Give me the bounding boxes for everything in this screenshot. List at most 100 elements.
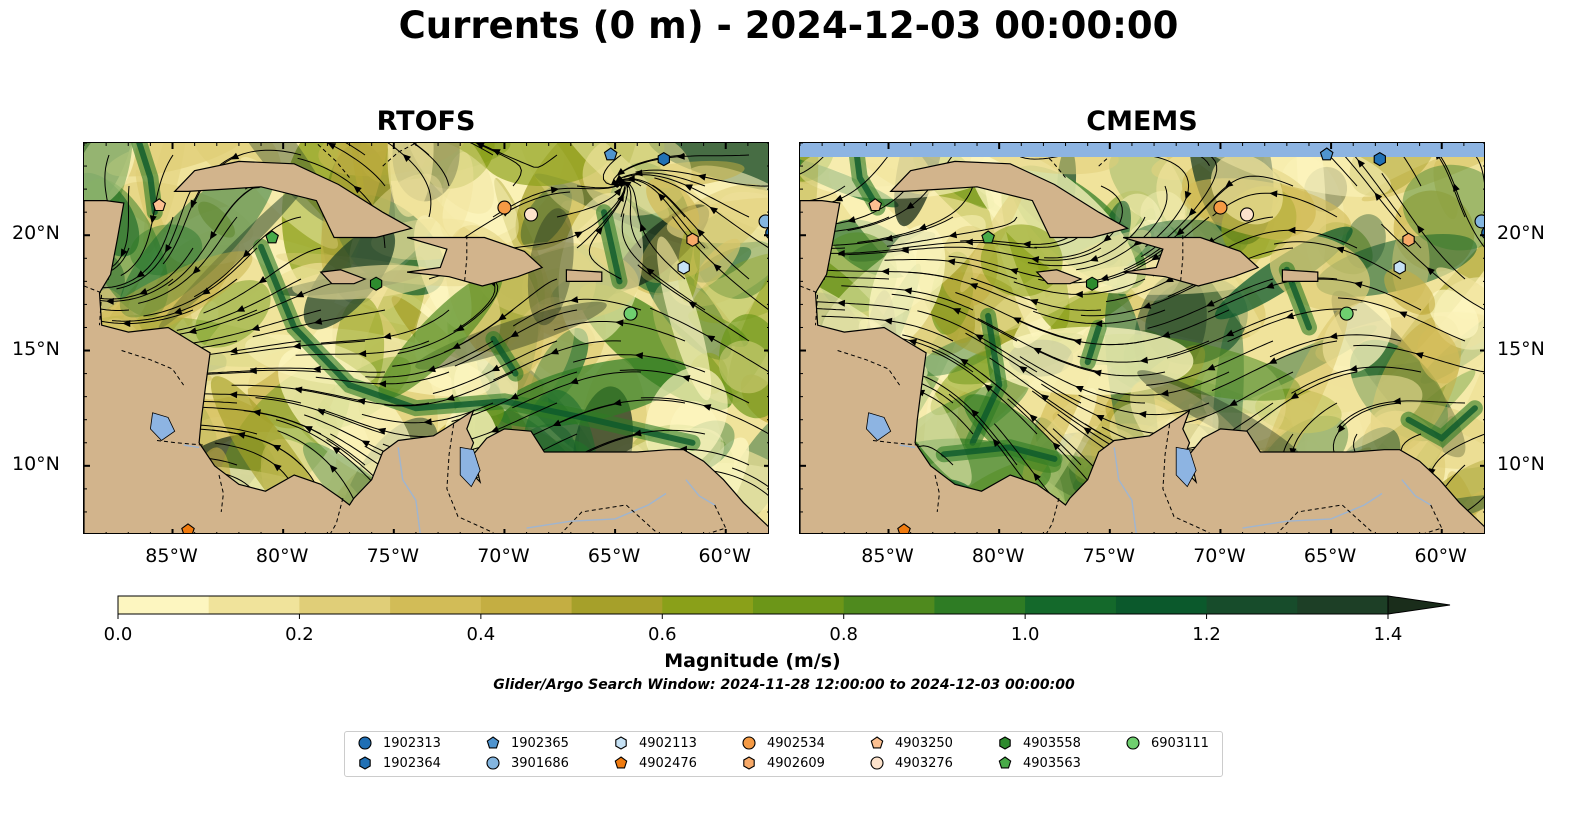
colorbar-bin — [753, 596, 845, 614]
flow-arrow — [1374, 192, 1383, 201]
flow-arrow — [229, 391, 238, 399]
magnitude-patch — [84, 143, 136, 209]
river — [526, 492, 667, 529]
magnitude-patch — [438, 151, 474, 239]
flow-arrow — [1161, 331, 1171, 338]
flow-arrow — [1228, 399, 1238, 406]
flow-arrow — [595, 226, 603, 235]
country-border — [837, 350, 901, 386]
hexagon-icon — [999, 736, 1011, 750]
float-marker — [1373, 151, 1386, 167]
legend-item: 1902365 — [485, 735, 569, 751]
flow-arrow — [230, 152, 240, 160]
flow-arrow — [1052, 442, 1061, 451]
river — [397, 447, 421, 533]
lat-tick-label: 15°N — [12, 337, 60, 360]
no-data-band — [800, 143, 1484, 157]
flow-arrow — [304, 426, 313, 433]
flow-arrow — [1269, 190, 1278, 198]
lon-tick-label: 80°W — [255, 545, 309, 567]
magnitude-patch — [1455, 488, 1484, 533]
flow-arrow — [455, 324, 465, 332]
float-marker — [1239, 207, 1255, 222]
flow-arrow — [884, 234, 894, 242]
magnitude-patch — [520, 184, 572, 249]
lon-tick-label: 75°W — [366, 545, 420, 567]
circle-icon — [870, 756, 884, 770]
magnitude-patch — [418, 143, 495, 189]
legend-item: 4903276 — [869, 755, 953, 771]
magnitude-patch — [666, 197, 768, 244]
flow-arrow — [964, 238, 973, 246]
flow-arrow — [984, 384, 993, 392]
flow-arrow — [1074, 290, 1083, 298]
flow-arrow — [1414, 352, 1424, 359]
flow-arrow — [377, 427, 387, 435]
flow-arrow — [634, 169, 643, 177]
colorbar-tick-label: 0.2 — [285, 624, 314, 645]
panel-title-rtofs: RTOFS — [376, 106, 476, 137]
flow-arrow — [881, 268, 890, 276]
flow-arrow — [1073, 338, 1082, 346]
flow-arrow — [681, 375, 691, 382]
legend-marker — [999, 736, 1011, 750]
flow-arrow — [248, 367, 257, 375]
magnitude-patch — [404, 143, 494, 214]
flow-arrow — [1165, 275, 1174, 283]
flow-arrow — [622, 181, 632, 189]
colorbar-bin — [1025, 596, 1117, 614]
land-jamaica — [319, 269, 367, 285]
legend-item: 4903558 — [997, 735, 1081, 751]
flow-arrow — [1206, 363, 1216, 371]
flow-arrow — [1033, 347, 1042, 355]
flow-arrow — [657, 193, 666, 202]
jet-core — [1084, 324, 1102, 366]
flow-arrow — [900, 246, 909, 254]
magnitude-patch — [1361, 143, 1484, 202]
circle-icon — [486, 756, 500, 770]
lake — [459, 446, 481, 488]
flow-arrow — [697, 173, 707, 181]
flow-arrow — [1094, 320, 1103, 328]
land — [84, 143, 768, 533]
flow-arrow — [975, 334, 984, 342]
flow-arrow — [1426, 267, 1435, 276]
flow-arrow — [1074, 385, 1084, 393]
legend-marker — [486, 736, 500, 749]
magnitude-patch — [718, 314, 768, 419]
flow-arrow — [452, 342, 461, 349]
flow-arrow — [293, 386, 303, 394]
magnitude-patch — [648, 143, 768, 197]
colorbar-bin — [480, 596, 573, 614]
legend-item: 1902313 — [357, 735, 441, 751]
flow-arrow — [970, 409, 979, 418]
legend-item: 6903111 — [1125, 735, 1209, 751]
flow-arrow — [617, 193, 624, 202]
float-marker — [981, 230, 995, 244]
colorbar-bin — [843, 596, 935, 614]
flow-arrow — [1022, 240, 1031, 248]
flow-arrow — [713, 263, 722, 272]
river — [183, 444, 200, 449]
legend-label: 4903250 — [895, 735, 953, 751]
flow-arrow — [497, 313, 507, 321]
legend-item: 4903250 — [869, 735, 953, 751]
flow-arrow — [139, 288, 148, 295]
float-marker — [497, 200, 512, 215]
flow-arrow — [550, 347, 559, 355]
flow-arrow — [688, 301, 697, 309]
legend-label: 4902534 — [767, 735, 825, 751]
flow-arrow — [646, 267, 655, 276]
legend-label: 3901686 — [511, 755, 569, 771]
colorbar-tick-label: 1.0 — [1010, 624, 1040, 645]
legend-label: 4903558 — [1023, 735, 1081, 751]
flow-arrow — [959, 358, 969, 366]
legend-label: 4902609 — [767, 755, 825, 771]
legend-label: 6903111 — [1151, 735, 1209, 751]
magnitude-patch — [868, 224, 946, 347]
legend-label: 1902365 — [511, 735, 569, 751]
lon-tick-label: 70°W — [1193, 545, 1246, 567]
country-border — [464, 235, 468, 282]
legend-label: 4902476 — [639, 755, 697, 771]
legend-item: 4902534 — [741, 735, 825, 751]
